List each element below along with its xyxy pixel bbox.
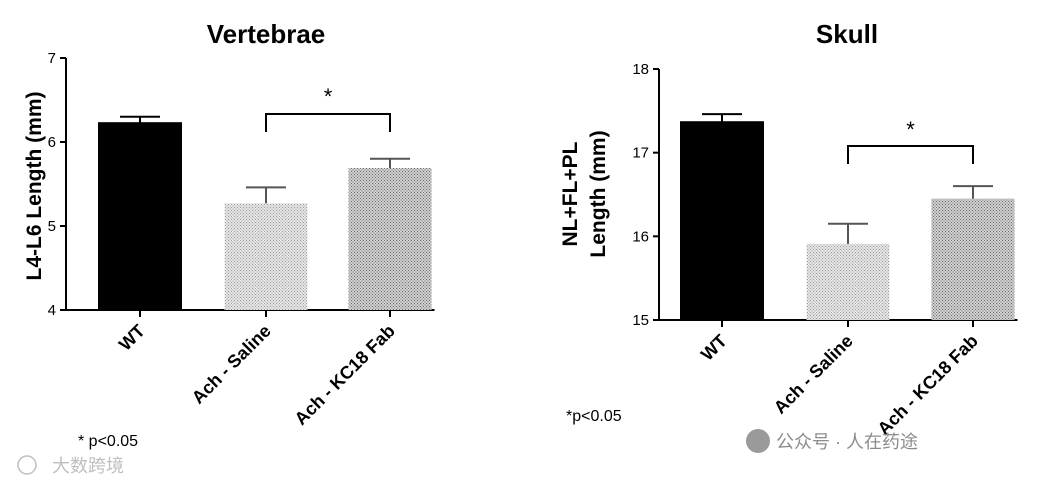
x-tick-label: WT [115, 321, 149, 355]
x-tick-label: Ach - Saline [188, 321, 275, 408]
y-tick-label: 4 [48, 302, 56, 319]
x-tick-label: Ach - KC18 Fab [874, 331, 982, 439]
watermark-left: 大数跨境 [17, 455, 124, 476]
chart-skull: Skull NL+FL+PL Length (mm) 15 16 17 18 WT Ach… [559, 19, 1018, 439]
footnote: * p<0.05 [78, 433, 138, 450]
significance-bracket [265, 113, 391, 132]
y-tick-label: 16 [632, 228, 649, 245]
y-tick-label: 6 [48, 134, 56, 151]
chart-title: Skull [816, 19, 878, 49]
bar [806, 243, 890, 320]
bar [98, 122, 182, 311]
wechat-icon [746, 429, 770, 453]
significance-label: * [906, 117, 915, 142]
chart-title: Vertebrae [207, 19, 326, 49]
x-tick-label: Ach - Saline [770, 331, 857, 418]
y-tick-label: 5 [48, 218, 56, 235]
chart-marks: 15 16 17 18 WT Ach - Saline Ach - KC18 Fab * [632, 61, 1018, 439]
bar [931, 198, 1015, 320]
watermark-right-text: 公众号 · 人在药途 [776, 432, 918, 452]
y-tick-label: 7 [48, 50, 56, 67]
watermark-logo-icon [17, 455, 37, 475]
footnote: *p<0.05 [566, 408, 622, 425]
y-tick-label: 18 [632, 61, 649, 78]
significance-bracket [847, 145, 974, 164]
y-axis-title-line-2: Length (mm) [587, 130, 610, 257]
y-axis-title: L4-L6 Length (mm) [23, 92, 46, 281]
watermark-left-text: 大数跨境 [52, 456, 124, 476]
x-tick-label: WT [697, 331, 731, 365]
y-axis-title-line-1: NL+FL+PL [559, 141, 582, 246]
bar [224, 203, 308, 310]
bar [680, 121, 764, 321]
y-tick-label: 17 [632, 145, 649, 162]
x-tick-label: Ach - KC18 Fab [291, 321, 399, 429]
chart-vertebrae: Vertebrae L4-L6 Length (mm) 4 5 6 7 WT Ach - … [23, 19, 435, 450]
significance-label: * [324, 84, 333, 109]
bar [348, 168, 432, 310]
chart-marks: 4 5 6 7 WT Ach - Saline Ach - KC18 Fab * [48, 50, 435, 429]
watermark-right: 公众号 · 人在药途 [746, 429, 918, 453]
y-tick-label: 15 [632, 312, 649, 329]
